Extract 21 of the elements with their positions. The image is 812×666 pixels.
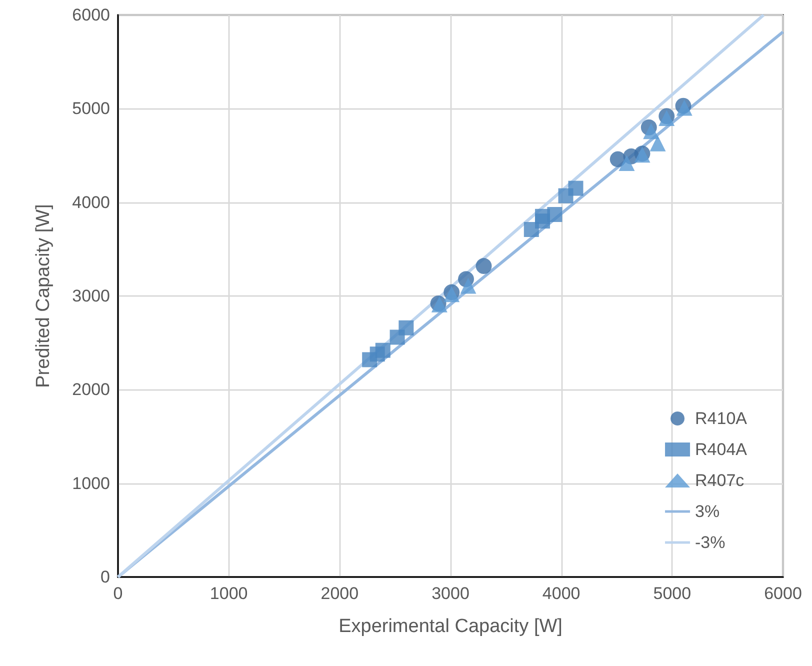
y-axis-title: Predited Capacity [W]: [33, 204, 54, 388]
legend-label: R407c: [695, 471, 745, 490]
y-tick-label: 4000: [72, 192, 110, 212]
y-tick-label: 2000: [72, 380, 110, 400]
legend-label: 3%: [695, 502, 720, 521]
y-tick-label: 3000: [72, 286, 110, 306]
x-tick-label: 1000: [210, 584, 248, 603]
legend-label: R410A: [695, 409, 748, 428]
y-tick-label: 6000: [72, 6, 110, 24]
y-tick-label: 0: [100, 568, 110, 586]
x-tick-label: 0: [113, 584, 123, 603]
x-tick-label: 4000: [542, 584, 580, 603]
x-tick-label: 5000: [653, 584, 692, 603]
y-tick-label: 1000: [72, 474, 110, 493]
x-tick-label: 2000: [320, 584, 359, 603]
legend-label: -3%: [695, 533, 726, 552]
x-tick-label: 3000: [432, 584, 470, 603]
x-axis-title: Experimental Capacity [W]: [338, 616, 562, 637]
x-tick-label: 6000: [764, 584, 802, 603]
y-tick-label: 5000: [72, 99, 110, 118]
legend-label: R404A: [695, 440, 748, 459]
